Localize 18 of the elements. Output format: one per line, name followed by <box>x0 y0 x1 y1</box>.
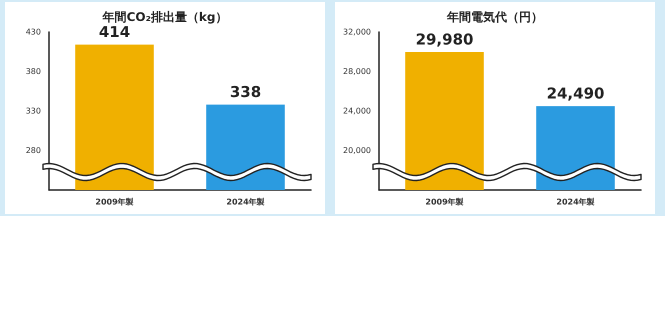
y-tick-label: 430 <box>26 28 41 36</box>
x-tick-label: 2009年製 <box>95 198 134 206</box>
x-tick-label: 2009年製 <box>425 198 464 206</box>
y-tick-label: 20,000 <box>343 146 371 155</box>
y-tick-label: 330 <box>26 106 41 116</box>
data-label: 29,980 <box>416 30 474 48</box>
x-tick-label: 2024年製 <box>226 198 265 206</box>
y-tick-label: 380 <box>26 67 41 76</box>
data-label: 414 <box>98 23 130 42</box>
y-tick-label: 280 <box>26 146 41 155</box>
y-tick-label: 28,000 <box>343 67 371 76</box>
chart-title: 年間電気代（円） <box>446 10 543 24</box>
y-tick-label: 32,000 <box>343 28 371 36</box>
data-label: 338 <box>230 83 262 102</box>
chart-title: 年間CO₂排出量（kg） <box>102 10 228 24</box>
data-label: 24,490 <box>546 84 604 103</box>
x-tick-label: 2024年製 <box>556 198 595 206</box>
y-tick-label: 24,000 <box>343 106 371 116</box>
